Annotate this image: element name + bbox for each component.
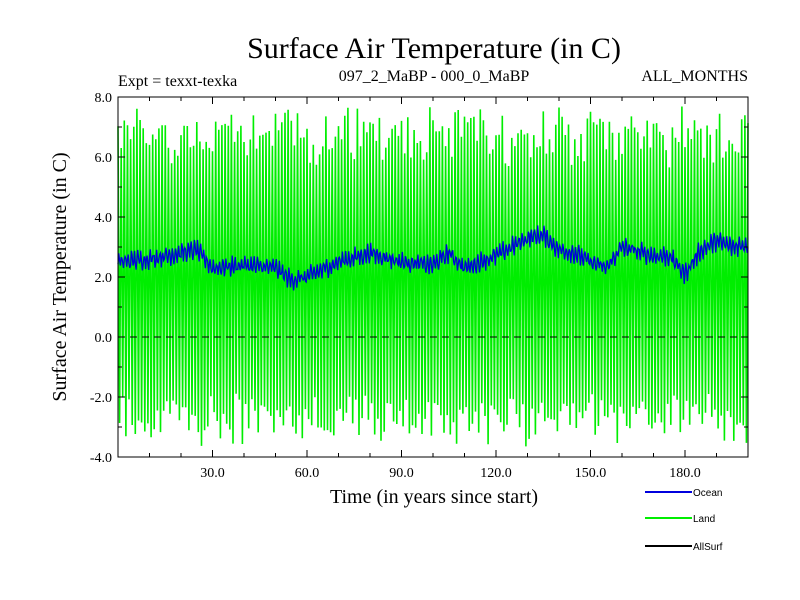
legend-label-ocean: Ocean xyxy=(693,488,722,499)
legend-label-land: Land xyxy=(693,514,715,525)
chart-subtitle-right: ALL_MONTHS xyxy=(641,68,748,85)
chart-title: Surface Air Temperature (in C) xyxy=(247,32,621,65)
y-tick-label: 8.0 xyxy=(95,91,113,106)
plot-area xyxy=(117,106,749,447)
legend: Ocean Land AllSurf xyxy=(645,488,723,553)
y-axis-label: Surface Air Temperature (in C) xyxy=(49,152,71,401)
y-tick-label: 6.0 xyxy=(95,151,113,166)
x-tick-label: 30.0 xyxy=(200,466,225,481)
y-tick-label: 0.0 xyxy=(95,331,113,346)
x-tick-label: 180.0 xyxy=(669,466,701,481)
y-tick-label: 4.0 xyxy=(95,211,113,226)
x-tick-label: 120.0 xyxy=(480,466,512,481)
x-tick-label: 60.0 xyxy=(295,466,320,481)
x-tick-label: 150.0 xyxy=(575,466,607,481)
chart-subtitle-center: 097_2_MaBP - 000_0_MaBP xyxy=(339,68,530,85)
chart-subtitle-left: Expt = texxt-texka xyxy=(118,73,237,90)
ocean-series-layer xyxy=(117,225,749,291)
y-axis-ticks: -4.0 -2.0 0.0 2.0 4.0 6.0 8.0 xyxy=(90,91,748,466)
land-series-line xyxy=(117,106,749,447)
x-axis-ticks: 30.0 60.0 90.0 120.0 150.0 180.0 xyxy=(149,97,717,481)
y-tick-label: 2.0 xyxy=(95,271,113,286)
x-axis-label: Time (in years since start) xyxy=(330,486,538,508)
y-tick-label: -2.0 xyxy=(90,391,112,406)
legend-label-allsurf: AllSurf xyxy=(693,542,723,553)
y-tick-label: -4.0 xyxy=(90,451,112,466)
ocean-series-line xyxy=(117,225,749,291)
x-tick-label: 90.0 xyxy=(389,466,414,481)
land-series-layer xyxy=(117,106,749,447)
